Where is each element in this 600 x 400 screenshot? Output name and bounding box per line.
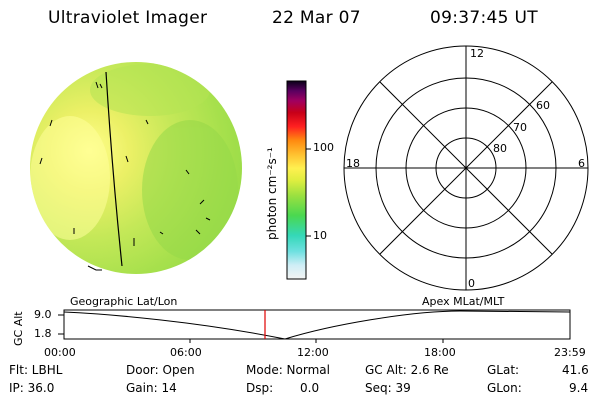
colorbar-unit-label: photon cm⁻²s⁻¹ [265,147,279,240]
altitude-curve [63,310,571,340]
mlt-label-18: 18 [346,157,360,170]
x-tick-0600: 06:00 [170,346,202,359]
gc-alt-status: GC Alt: 2.6 Re [365,363,449,377]
dsp-label: Dsp: [246,381,274,395]
time-label: 09:37:45 UT [430,8,538,28]
apex-coords-label: Apex MLat/MLT [422,295,505,308]
ip-status: IP: 36.0 [9,381,55,395]
colorbar [286,80,307,280]
seq-status: Seq: 39 [365,381,411,395]
mlat-label-60: 60 [536,99,550,112]
geographic-coords-label: Geographic Lat/Lon [70,295,178,308]
x-tick-2359: 23:59 [554,346,586,359]
mlat-label-70: 70 [513,121,527,134]
mlt-label-0: 0 [468,277,475,290]
coastline-fragments [39,81,211,271]
glat-label: GLat: [487,363,520,377]
glon-label: GLon: [487,381,522,395]
colorbar-tick-10: 10 [313,229,327,242]
colorbar-tick-100: 100 [313,141,334,154]
dsp-value: 0.0 [300,381,320,395]
door-status: Door: Open [126,363,195,377]
date-label: 22 Mar 07 [272,8,361,28]
orbit-y-tick-9: 9.0 [34,308,52,321]
imager-disk [30,62,242,274]
orbit-panel [58,309,571,343]
filter-status: Flt: LBHL [9,363,63,377]
mlat-label-80: 80 [493,142,507,155]
polar-plot [343,45,589,291]
x-tick-1200: 12:00 [297,346,329,359]
orbit-ticks [58,314,444,343]
mlt-label-6: 6 [578,157,585,170]
colorbar-ticks [306,148,311,237]
terminator-line [105,71,123,267]
x-tick-0000: 00:00 [44,346,76,359]
mlt-label-12: 12 [470,47,484,60]
polar-diagonal-2 [379,81,553,255]
glon-value: 9.4 [569,381,589,395]
x-tick-1800: 18:00 [424,346,456,359]
mode-status: Mode: Normal [246,363,330,377]
glat-value: 41.6 [562,363,589,377]
orbit-y-tick-1-8: 1.8 [34,327,52,340]
orbit-y-axis-label: GC Alt [12,311,25,346]
instrument-title: Ultraviolet Imager [48,8,208,28]
orbit-frame [63,309,571,340]
gain-status: Gain: 14 [126,381,177,395]
